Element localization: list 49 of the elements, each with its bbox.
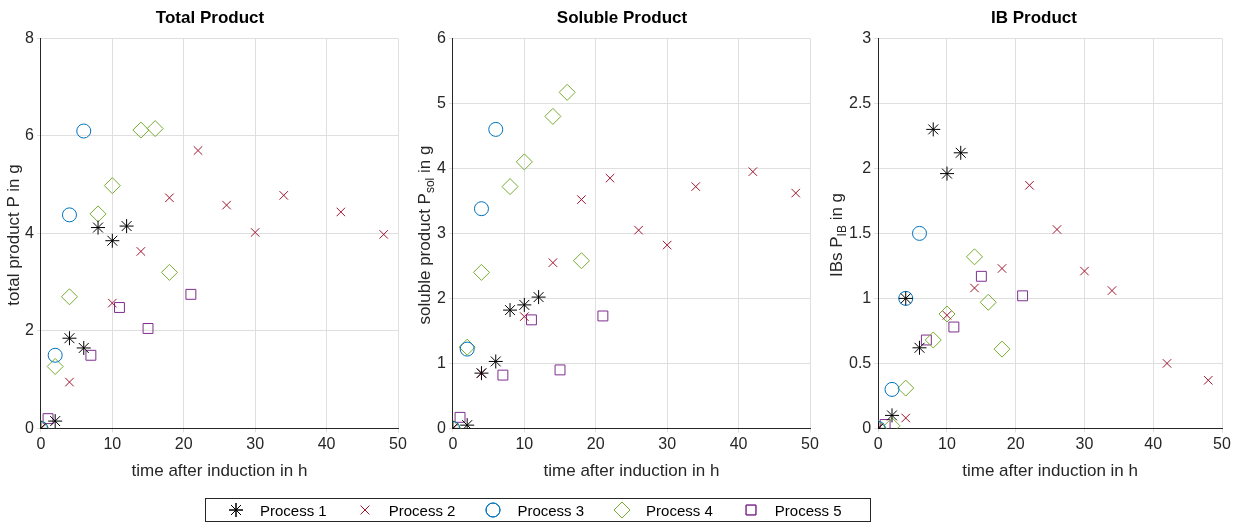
y-tick-label: 2.5 <box>848 93 872 111</box>
x-tick-label: 30 <box>658 435 677 453</box>
x-tick-label: 10 <box>103 435 122 453</box>
chart-title: Total Product <box>155 7 265 27</box>
x-tick-label: 20 <box>174 435 193 453</box>
x-tick-label: 40 <box>317 435 336 453</box>
y-tick-label: 0 <box>24 418 34 436</box>
y-tick-label: 2 <box>24 321 34 339</box>
legend-label: Process 5 <box>774 501 842 519</box>
x-tick-label: 40 <box>1144 435 1163 453</box>
y-tick-label: 2 <box>862 158 872 176</box>
x-tick-label: 0 <box>36 435 46 453</box>
x-tick-label: 50 <box>801 435 819 453</box>
y-tick-label: 5 <box>436 93 446 111</box>
y-tick-label: 4 <box>24 223 34 241</box>
legend-label: Process 2 <box>388 501 456 519</box>
y-tick-label: 1 <box>862 288 872 306</box>
x-tick-label: 20 <box>586 435 605 453</box>
chart-title: Soluble Product <box>556 7 688 27</box>
x-axis-title: time after induction in h <box>543 461 720 481</box>
x-tick-label: 40 <box>729 435 748 453</box>
y-tick-label: 6 <box>436 28 446 46</box>
x-tick-label: 50 <box>389 435 407 453</box>
y-tick-label: 0.5 <box>848 353 872 371</box>
x-tick-label: 50 <box>1213 435 1231 453</box>
x-axis-title: time after induction in h <box>962 461 1138 481</box>
x-tick-label: 30 <box>1075 435 1094 453</box>
y-tick-label: 4 <box>436 158 446 176</box>
x-tick-label: 20 <box>1006 435 1025 453</box>
x-tick-label: 10 <box>938 435 956 453</box>
x-axis-title: time after induction in h <box>131 461 308 481</box>
legend-label: Process 3 <box>517 501 585 519</box>
y-tick-label: 0 <box>436 418 446 436</box>
chart-title: IB Product <box>991 7 1078 27</box>
x-tick-label: 30 <box>246 435 265 453</box>
y-tick-label: 8 <box>24 28 34 46</box>
legend-label: Process 4 <box>646 501 713 519</box>
y-tick-label: 2 <box>436 288 446 306</box>
x-tick-label: 10 <box>515 435 534 453</box>
y-tick-label: 1.5 <box>848 223 872 241</box>
y-tick-label: 3 <box>862 28 872 46</box>
x-tick-label: 0 <box>448 435 458 453</box>
y-tick-label: 6 <box>24 126 34 144</box>
y-tick-label: 0 <box>862 418 872 436</box>
y-tick-label: 1 <box>436 353 446 371</box>
y-axis-title: total product P in g <box>4 164 24 306</box>
legend-label: Process 1 <box>260 501 327 519</box>
y-tick-label: 3 <box>436 223 446 241</box>
x-tick-label: 0 <box>873 435 883 453</box>
